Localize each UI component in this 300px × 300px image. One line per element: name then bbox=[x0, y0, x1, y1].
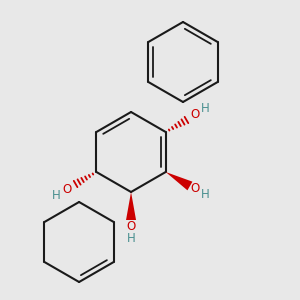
Text: H: H bbox=[201, 188, 210, 202]
Text: O: O bbox=[62, 182, 72, 196]
Text: H: H bbox=[127, 232, 135, 244]
Text: O: O bbox=[190, 109, 200, 122]
Text: O: O bbox=[126, 220, 136, 232]
Polygon shape bbox=[166, 172, 192, 190]
Polygon shape bbox=[126, 192, 136, 220]
Text: H: H bbox=[201, 103, 210, 116]
Text: O: O bbox=[190, 182, 200, 196]
Text: H: H bbox=[52, 188, 61, 202]
